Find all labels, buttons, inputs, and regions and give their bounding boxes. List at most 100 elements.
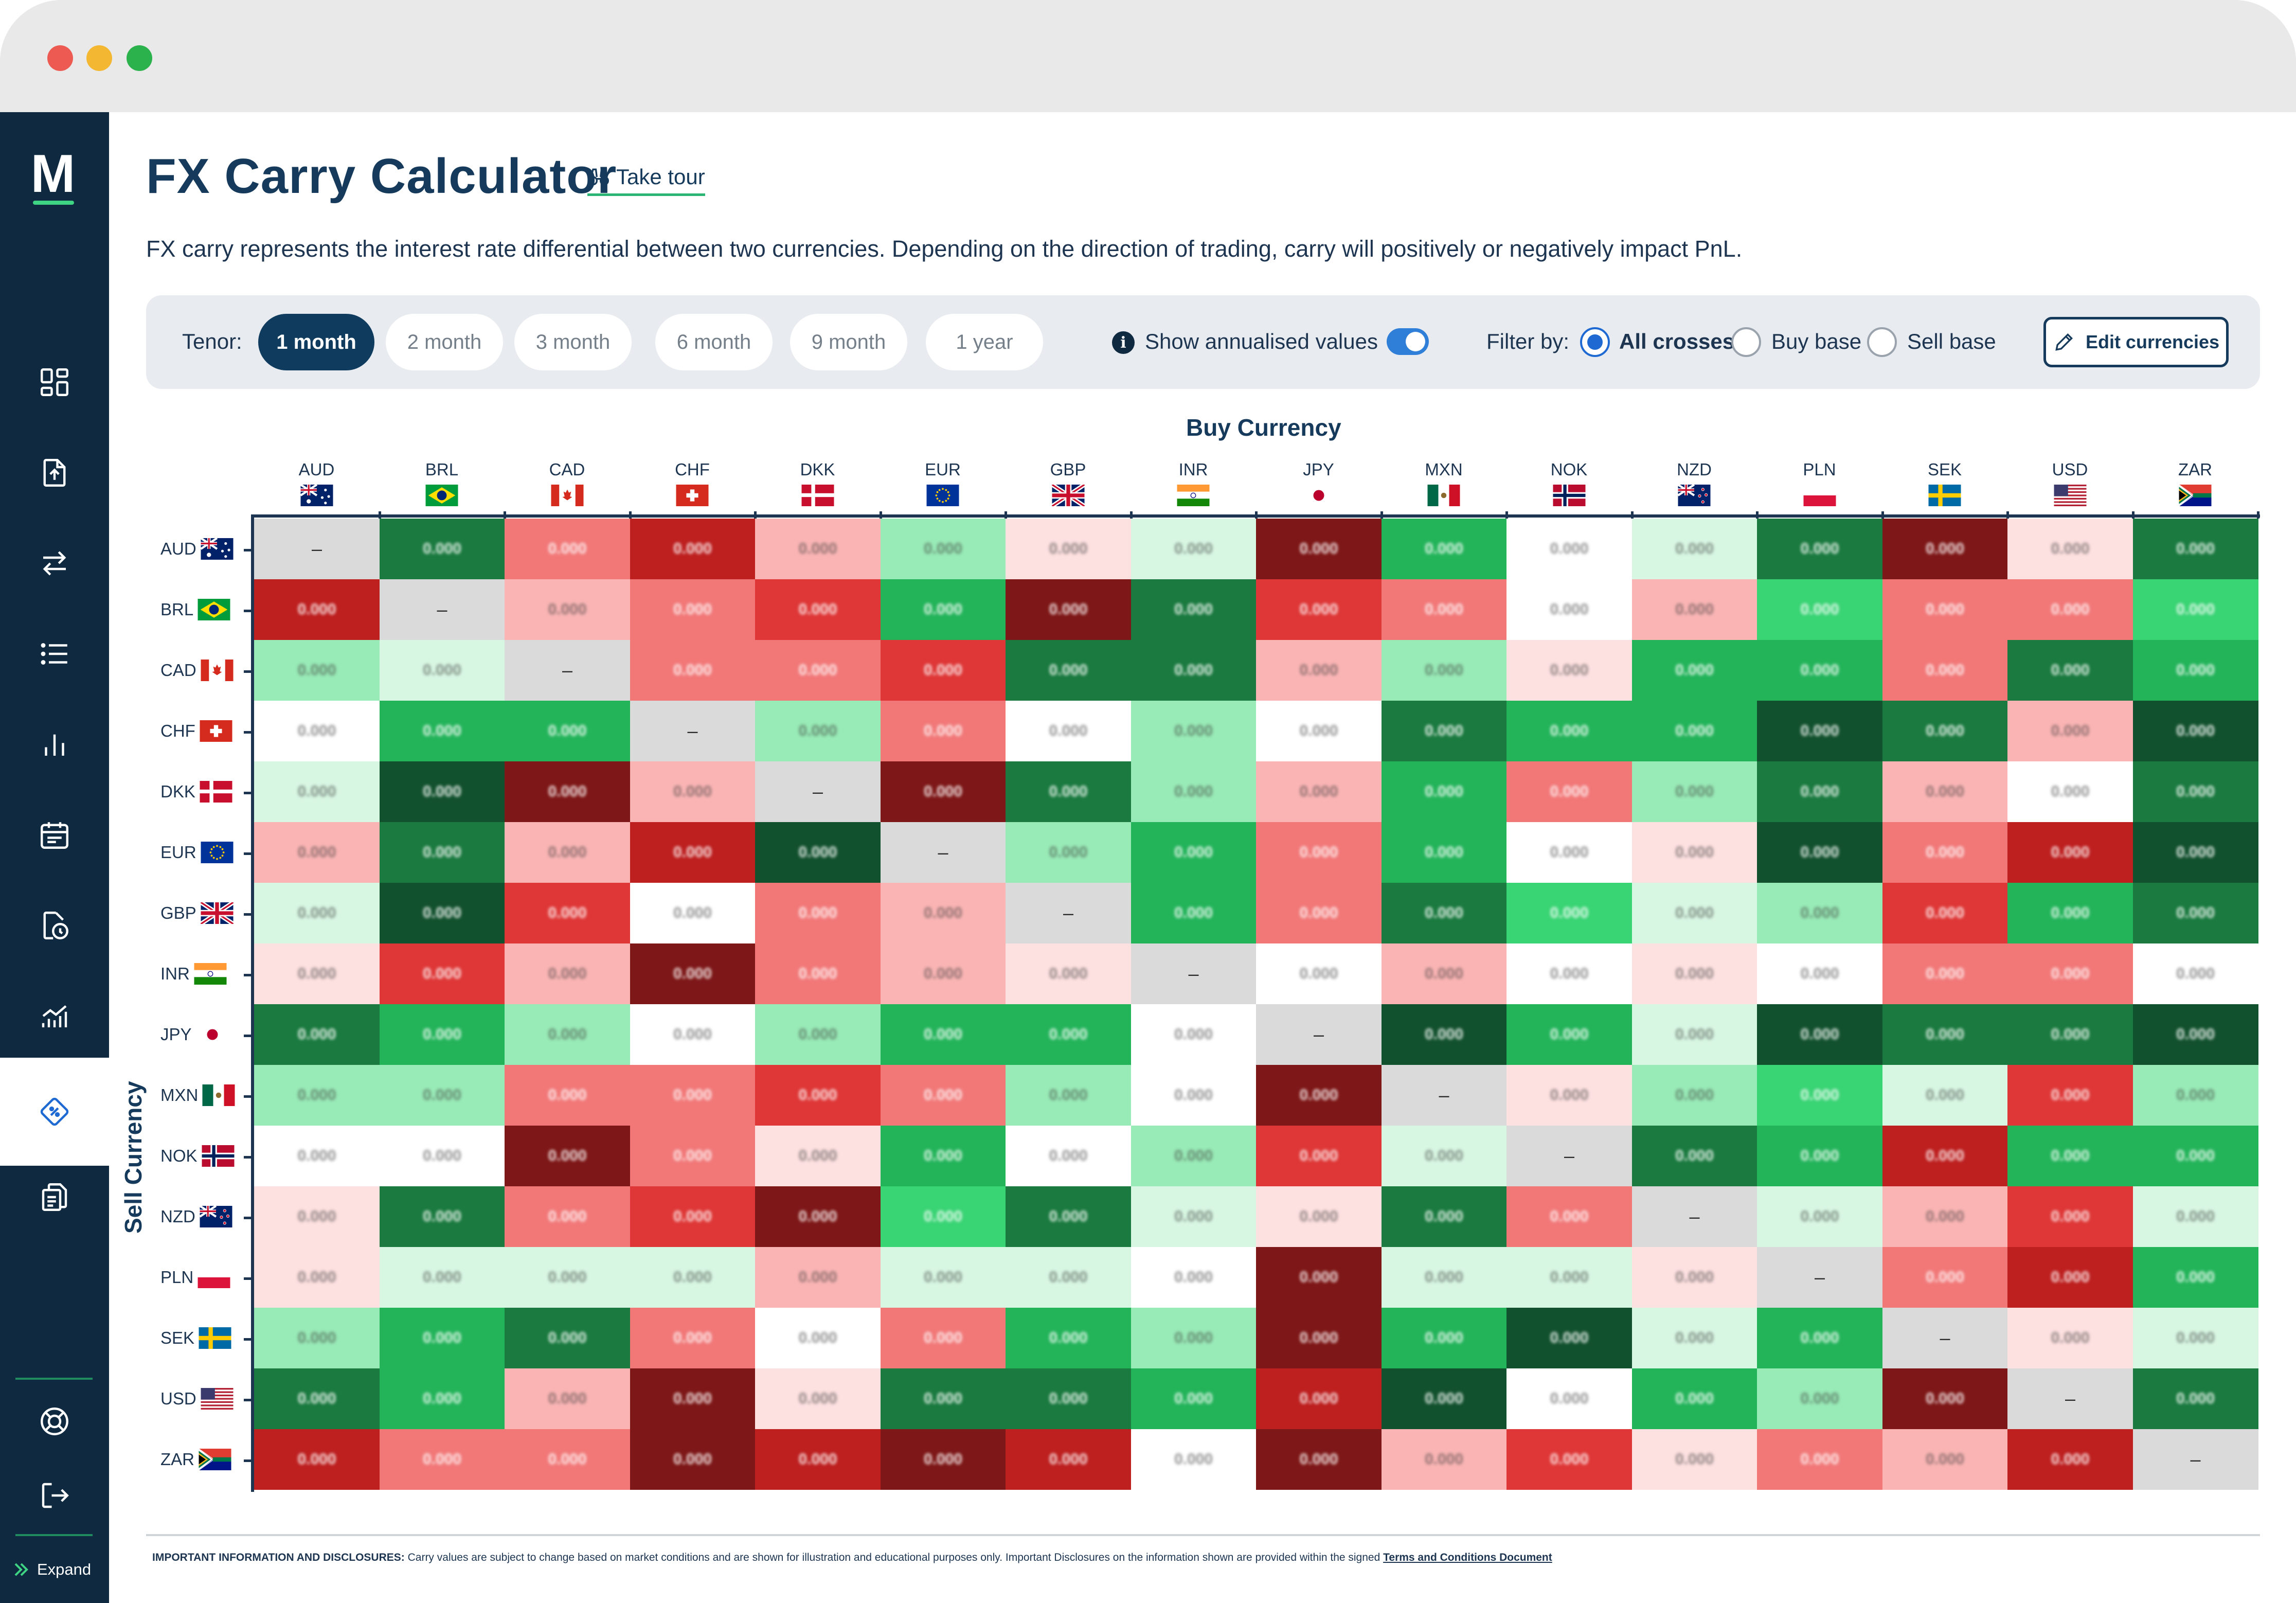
matrix-cell-nok-gbp[interactable]: 0.000 [1006, 1126, 1131, 1186]
matrix-cell-cad-cad[interactable]: – [505, 640, 630, 701]
matrix-cell-brl-nzd[interactable]: 0.000 [1631, 579, 1757, 640]
matrix-cell-gbp-eur[interactable]: 0.000 [880, 883, 1006, 943]
matrix-cell-brl-chf[interactable]: 0.000 [630, 579, 756, 640]
matrix-cell-nzd-usd[interactable]: 0.000 [2007, 1186, 2133, 1247]
matrix-cell-pln-eur[interactable]: 0.000 [880, 1247, 1006, 1308]
matrix-cell-sek-nzd[interactable]: 0.000 [1631, 1308, 1757, 1368]
matrix-cell-dkk-usd[interactable]: 0.000 [2007, 761, 2133, 822]
sidebar-expand-button[interactable]: Expand [11, 1560, 91, 1579]
matrix-cell-aud-inr[interactable]: 0.000 [1131, 519, 1257, 579]
matrix-cell-gbp-jpy[interactable]: 0.000 [1256, 883, 1382, 943]
matrix-cell-usd-mxn[interactable]: 0.000 [1381, 1368, 1507, 1429]
edit-currencies-button[interactable]: Edit currencies [2043, 317, 2229, 367]
matrix-cell-eur-inr[interactable]: 0.000 [1131, 822, 1257, 883]
matrix-cell-mxn-sek[interactable]: 0.000 [1882, 1065, 2008, 1126]
matrix-cell-inr-sek[interactable]: 0.000 [1882, 943, 2008, 1004]
matrix-cell-aud-cad[interactable]: 0.000 [505, 519, 630, 579]
matrix-cell-zar-chf[interactable]: 0.000 [630, 1429, 756, 1490]
minimize-window-button[interactable] [86, 45, 112, 71]
sidebar-item-fx-carry[interactable] [0, 1058, 109, 1166]
matrix-cell-nok-mxn[interactable]: 0.000 [1381, 1126, 1507, 1186]
matrix-cell-mxn-cad[interactable]: 0.000 [505, 1065, 630, 1126]
matrix-cell-zar-eur[interactable]: 0.000 [880, 1429, 1006, 1490]
matrix-cell-eur-zar[interactable]: 0.000 [2132, 822, 2258, 883]
matrix-cell-mxn-eur[interactable]: 0.000 [880, 1065, 1006, 1126]
matrix-cell-aud-zar[interactable]: 0.000 [2132, 519, 2258, 579]
matrix-cell-jpy-gbp[interactable]: 0.000 [1006, 1004, 1131, 1065]
matrix-cell-zar-inr[interactable]: 0.000 [1131, 1429, 1257, 1490]
matrix-cell-brl-usd[interactable]: 0.000 [2007, 579, 2133, 640]
matrix-cell-brl-brl[interactable]: – [379, 579, 505, 640]
matrix-cell-inr-nzd[interactable]: 0.000 [1631, 943, 1757, 1004]
matrix-cell-inr-eur[interactable]: 0.000 [880, 943, 1006, 1004]
matrix-cell-cad-usd[interactable]: 0.000 [2007, 640, 2133, 701]
matrix-cell-pln-brl[interactable]: 0.000 [379, 1247, 505, 1308]
info-icon[interactable]: i [1112, 331, 1135, 354]
matrix-cell-chf-inr[interactable]: 0.000 [1131, 701, 1257, 761]
matrix-cell-dkk-eur[interactable]: 0.000 [880, 761, 1006, 822]
tenor-6-month-button[interactable]: 6 month [655, 314, 773, 370]
matrix-cell-dkk-mxn[interactable]: 0.000 [1381, 761, 1507, 822]
sidebar-item-charts[interactable] [0, 706, 109, 783]
matrix-cell-zar-usd[interactable]: 0.000 [2007, 1429, 2133, 1490]
matrix-cell-aud-sek[interactable]: 0.000 [1882, 519, 2008, 579]
matrix-cell-zar-sek[interactable]: 0.000 [1882, 1429, 2008, 1490]
matrix-cell-mxn-inr[interactable]: 0.000 [1131, 1065, 1257, 1126]
tenor-1-year-button[interactable]: 1 year [926, 314, 1043, 370]
sidebar-item-calendar[interactable] [0, 796, 109, 874]
matrix-cell-aud-aud[interactable]: – [254, 519, 380, 579]
matrix-cell-pln-dkk[interactable]: 0.000 [755, 1247, 881, 1308]
matrix-cell-pln-nzd[interactable]: 0.000 [1631, 1247, 1757, 1308]
matrix-cell-cad-inr[interactable]: 0.000 [1131, 640, 1257, 701]
matrix-cell-aud-brl[interactable]: 0.000 [379, 519, 505, 579]
matrix-cell-chf-zar[interactable]: 0.000 [2132, 701, 2258, 761]
matrix-cell-eur-jpy[interactable]: 0.000 [1256, 822, 1382, 883]
matrix-cell-sek-usd[interactable]: 0.000 [2007, 1308, 2133, 1368]
matrix-cell-nzd-gbp[interactable]: 0.000 [1006, 1186, 1131, 1247]
matrix-cell-usd-brl[interactable]: 0.000 [379, 1368, 505, 1429]
matrix-cell-dkk-dkk[interactable]: – [755, 761, 881, 822]
matrix-cell-sek-sek[interactable]: – [1882, 1308, 2008, 1368]
matrix-cell-nok-sek[interactable]: 0.000 [1882, 1126, 2008, 1186]
matrix-cell-nok-eur[interactable]: 0.000 [880, 1126, 1006, 1186]
matrix-cell-usd-zar[interactable]: 0.000 [2132, 1368, 2258, 1429]
matrix-cell-eur-brl[interactable]: 0.000 [379, 822, 505, 883]
matrix-cell-brl-dkk[interactable]: 0.000 [755, 579, 881, 640]
matrix-cell-nzd-nok[interactable]: 0.000 [1506, 1186, 1632, 1247]
matrix-cell-cad-sek[interactable]: 0.000 [1882, 640, 2008, 701]
matrix-cell-dkk-gbp[interactable]: 0.000 [1006, 761, 1131, 822]
matrix-cell-chf-dkk[interactable]: 0.000 [755, 701, 881, 761]
matrix-cell-brl-inr[interactable]: 0.000 [1131, 579, 1257, 640]
matrix-cell-inr-pln[interactable]: 0.000 [1757, 943, 1882, 1004]
matrix-cell-cad-dkk[interactable]: 0.000 [755, 640, 881, 701]
matrix-cell-brl-eur[interactable]: 0.000 [880, 579, 1006, 640]
maximize-window-button[interactable] [127, 45, 152, 71]
matrix-cell-aud-usd[interactable]: 0.000 [2007, 519, 2133, 579]
matrix-cell-dkk-inr[interactable]: 0.000 [1131, 761, 1257, 822]
matrix-cell-nzd-chf[interactable]: 0.000 [630, 1186, 756, 1247]
matrix-cell-sek-eur[interactable]: 0.000 [880, 1308, 1006, 1368]
filter-all-crosses-radio[interactable] [1580, 327, 1610, 357]
matrix-cell-mxn-jpy[interactable]: 0.000 [1256, 1065, 1382, 1126]
matrix-cell-inr-nok[interactable]: 0.000 [1506, 943, 1632, 1004]
matrix-cell-pln-sek[interactable]: 0.000 [1882, 1247, 2008, 1308]
sidebar-item-documents[interactable] [0, 1159, 109, 1236]
matrix-cell-cad-pln[interactable]: 0.000 [1757, 640, 1882, 701]
matrix-cell-chf-mxn[interactable]: 0.000 [1381, 701, 1507, 761]
matrix-cell-brl-mxn[interactable]: 0.000 [1381, 579, 1507, 640]
matrix-cell-pln-chf[interactable]: 0.000 [630, 1247, 756, 1308]
matrix-cell-aud-jpy[interactable]: 0.000 [1256, 519, 1382, 579]
matrix-cell-dkk-pln[interactable]: 0.000 [1757, 761, 1882, 822]
matrix-cell-pln-pln[interactable]: – [1757, 1247, 1882, 1308]
matrix-cell-aud-dkk[interactable]: 0.000 [755, 519, 881, 579]
matrix-cell-zar-nzd[interactable]: 0.000 [1631, 1429, 1757, 1490]
matrix-cell-cad-jpy[interactable]: 0.000 [1256, 640, 1382, 701]
matrix-cell-usd-chf[interactable]: 0.000 [630, 1368, 756, 1429]
matrix-cell-mxn-chf[interactable]: 0.000 [630, 1065, 756, 1126]
matrix-cell-nzd-aud[interactable]: 0.000 [254, 1186, 380, 1247]
matrix-cell-pln-zar[interactable]: 0.000 [2132, 1247, 2258, 1308]
matrix-cell-pln-aud[interactable]: 0.000 [254, 1247, 380, 1308]
annualised-toggle[interactable] [1387, 328, 1429, 355]
matrix-cell-gbp-nok[interactable]: 0.000 [1506, 883, 1632, 943]
matrix-cell-pln-usd[interactable]: 0.000 [2007, 1247, 2133, 1308]
